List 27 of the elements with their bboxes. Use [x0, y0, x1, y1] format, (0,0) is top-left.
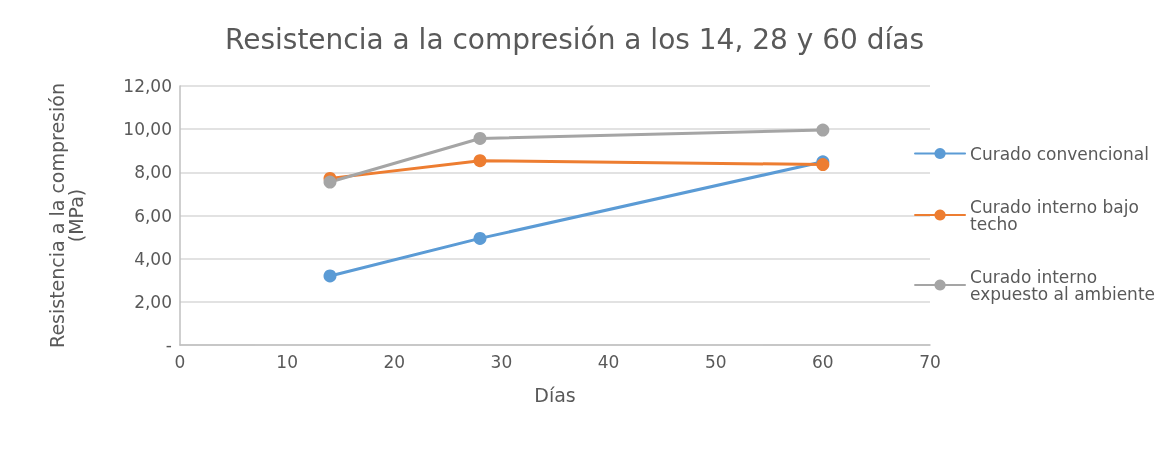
x-tick-label: 20 — [383, 351, 406, 372]
point — [323, 175, 337, 189]
point — [473, 154, 487, 168]
point — [473, 231, 487, 245]
point — [323, 269, 337, 283]
chart-title: Resistencia a la compresión a los 14, 28 y 60 días — [225, 22, 925, 56]
x-tick-label: 70 — [919, 351, 941, 372]
y-tick-label: - — [165, 335, 172, 355]
x-axis-title: Días — [534, 383, 576, 406]
x-tick-label: 10 — [276, 351, 298, 372]
x-tick-label: 30 — [490, 351, 513, 372]
legend-label: Curado interno expuesto al ambiente — [970, 266, 1155, 304]
y-tick-label: 10,00 — [123, 119, 172, 140]
legend-label: Curado convencional — [970, 143, 1149, 164]
y-axis-title: Resistencia a la compresión (MPa) — [45, 83, 87, 348]
legend-label: Curado interno bajo techo — [970, 196, 1145, 234]
y-tick-label: 2,00 — [134, 291, 172, 312]
y-tick-label: 8,00 — [134, 162, 172, 183]
y-tick-label: 12,00 — [123, 76, 172, 96]
x-tick-label: 50 — [704, 351, 727, 372]
point — [816, 123, 830, 137]
x-tick-label: 40 — [597, 351, 620, 372]
x-tick-label: 60 — [812, 351, 834, 372]
y-tick-label: 6,00 — [134, 205, 172, 226]
point — [473, 131, 487, 145]
y-tick-label: 4,00 — [134, 248, 172, 269]
x-tick-label: 0 — [174, 351, 186, 372]
